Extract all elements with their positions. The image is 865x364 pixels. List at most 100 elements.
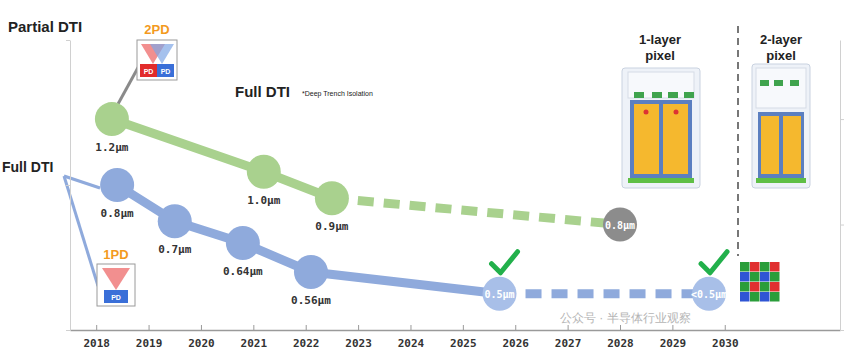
series-group-label: Full DTI	[2, 159, 53, 175]
y2-tick	[840, 119, 844, 120]
series-marker	[294, 255, 328, 289]
x-tick-label: 2018	[83, 337, 110, 350]
bayer-cell	[760, 282, 770, 292]
icon-title: 2PD	[144, 22, 169, 37]
y-tick	[66, 330, 70, 331]
x-tick: 2022	[293, 325, 320, 350]
x-tick-mark	[672, 325, 673, 330]
pixel-gate	[790, 80, 799, 86]
pixel-title: 2-layer	[760, 32, 802, 47]
pixel-box	[622, 68, 700, 188]
x-tick-mark	[620, 325, 621, 330]
series-marker	[483, 277, 517, 311]
y-tick-mark	[66, 330, 70, 331]
icon-box	[97, 264, 135, 306]
x-tick: 2018	[83, 325, 110, 350]
photodiode	[783, 116, 801, 174]
bayer-cell	[760, 292, 770, 302]
series-marker	[158, 204, 192, 238]
photodiode	[634, 104, 659, 174]
y-tick-mark	[66, 185, 70, 186]
x-tick-label: 2024	[398, 337, 425, 350]
one-layer-pixel-illustration	[622, 68, 700, 188]
data-label: 1.0µm	[247, 194, 280, 207]
x-tick: 2023	[345, 325, 372, 350]
y-tick-mark	[66, 40, 70, 41]
x-tick-mark	[201, 325, 202, 330]
data-label: 0.9µm	[315, 220, 348, 233]
bayer-cell	[760, 272, 770, 282]
pd-box	[157, 64, 174, 77]
pixel-title: pixel	[645, 48, 675, 63]
checkmark	[492, 252, 518, 273]
bayer-cell	[770, 282, 780, 292]
pixel-gate	[652, 92, 662, 98]
x-tick: 2027	[555, 325, 582, 350]
data-label: <0.5µm	[691, 289, 727, 300]
pixel-gate	[684, 92, 694, 98]
icon-title: 1PD	[103, 247, 128, 262]
x-tick: 2030	[712, 325, 739, 350]
data-label: 0.7µm	[158, 243, 191, 256]
y2-tick-mark	[840, 225, 844, 226]
y2-tick	[840, 225, 844, 226]
photodiode	[663, 104, 688, 174]
illustrations: 1-layerpixel2-layerpixelPDPD2PDPD1PD	[64, 22, 810, 306]
bayer-cell	[770, 262, 780, 272]
bayer-cell	[750, 272, 760, 282]
series-line	[332, 198, 620, 224]
x-tick: 2021	[241, 325, 268, 350]
data-labels: 1.2µm1.0µm0.9µm0.8µm0.8µm0.7µm0.64µm0.56…	[95, 141, 727, 307]
icon-box	[137, 40, 177, 80]
chart-container: 1-layerpixel2-layerpixelPDPD2PDPD1PD 2018…	[0, 0, 865, 364]
x-tick: 2024	[398, 325, 425, 350]
x-tick: 2029	[660, 325, 687, 350]
lines	[112, 119, 709, 294]
y-tick	[66, 185, 70, 186]
two-layer-pixel-illustration	[752, 64, 810, 188]
x-tick-label: 2027	[555, 337, 582, 350]
series-line	[311, 272, 500, 294]
y-axis	[66, 41, 71, 331]
bayer-icon	[740, 262, 780, 302]
x-tick-mark	[463, 325, 464, 330]
pixel-dot	[644, 110, 649, 115]
color-filter	[756, 178, 806, 183]
data-label: 0.5µm	[484, 289, 514, 300]
x-tick: 2020	[188, 325, 215, 350]
y-axis-line	[70, 41, 71, 331]
series-marker	[603, 208, 637, 242]
series-marker	[226, 226, 260, 260]
x-tick-label: 2022	[293, 337, 320, 350]
checkmarks	[492, 252, 728, 273]
x-tick-mark	[306, 325, 307, 330]
pixel-gate	[668, 92, 678, 98]
y2-axis-line	[840, 41, 841, 331]
bayer-cell	[740, 272, 750, 282]
x-tick-mark	[149, 325, 150, 330]
x-tick-label: 2019	[136, 337, 163, 350]
series-line	[117, 185, 311, 272]
y2-tick-mark	[840, 330, 844, 331]
pixel-isolation	[758, 112, 804, 178]
y2-tick	[840, 330, 844, 331]
y2-tick-mark	[840, 119, 844, 120]
x-tick-label: 2021	[241, 337, 268, 350]
x-tick-label: 2026	[502, 337, 529, 350]
y2-axis	[840, 41, 844, 331]
pixel-gate	[634, 92, 644, 98]
pixel-gate	[774, 80, 783, 86]
data-label: 0.56µm	[291, 294, 331, 307]
x-tick-label: 2023	[345, 337, 372, 350]
x-tick-label: 2029	[660, 337, 687, 350]
markers	[95, 102, 726, 311]
bayer-cell	[770, 292, 780, 302]
photodiode	[761, 116, 779, 174]
x-tick-mark	[253, 325, 254, 330]
pixel-isolation	[630, 100, 692, 178]
pixel-wiring	[628, 72, 694, 98]
x-tick-mark	[96, 325, 97, 330]
pixel-title: pixel	[766, 48, 796, 63]
series-marker	[315, 181, 349, 215]
series-line	[112, 119, 332, 198]
